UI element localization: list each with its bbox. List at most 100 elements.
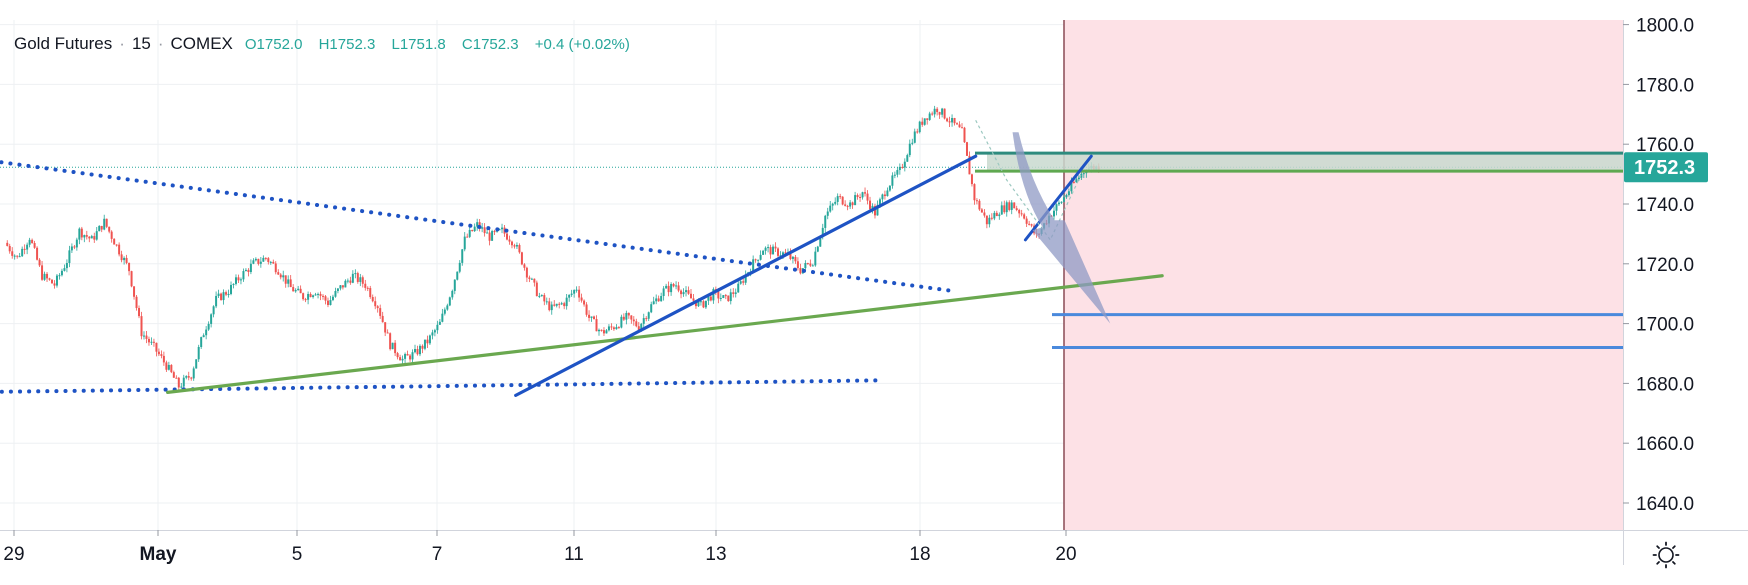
candle: [369, 285, 372, 299]
candle: [16, 255, 19, 259]
candle: [401, 355, 404, 364]
candle: [70, 243, 73, 254]
candle: [704, 300, 707, 309]
candle: [630, 315, 633, 324]
y-tick-label: 1800.0: [1636, 16, 1694, 37]
candle: [267, 257, 270, 265]
candle: [307, 291, 310, 305]
candles: [6, 105, 1100, 391]
candle: [381, 311, 384, 323]
blue-rising-trendline[interactable]: [514, 154, 978, 397]
candle: [1030, 223, 1033, 228]
candle: [834, 197, 837, 206]
candle: [115, 244, 118, 247]
trend-lines: [0, 154, 1164, 397]
candle: [175, 375, 178, 379]
candle: [376, 305, 379, 313]
candle: [769, 244, 772, 259]
green-rising-support[interactable]: [166, 274, 1164, 394]
candle: [515, 242, 518, 249]
candle: [774, 242, 777, 253]
low-value: L1751.8: [391, 35, 446, 53]
candle: [891, 172, 894, 189]
candle: [530, 277, 533, 280]
candle: [607, 324, 610, 332]
candle: [1057, 200, 1060, 207]
candle: [436, 320, 439, 334]
price-axis[interactable]: 1640.0 1660.0 1680.0 1700.0 1720.0 1740.0 1760…: [1623, 16, 1694, 515]
candle: [140, 311, 143, 340]
candle: [851, 201, 854, 209]
candle: [719, 293, 722, 302]
candle: [304, 297, 307, 303]
candle: [282, 270, 285, 282]
candle: [274, 261, 277, 275]
candle: [642, 313, 645, 329]
lower-dotted-support[interactable]: [0, 378, 879, 394]
forecast-zone: [1064, 20, 1623, 530]
settings-gear-icon[interactable]: [1652, 541, 1680, 569]
candle: [26, 242, 29, 255]
upper-dotted-resistance[interactable]: [0, 156, 953, 293]
candle: [1080, 172, 1083, 180]
candle: [702, 300, 705, 309]
candle: [963, 126, 966, 144]
grid-lines: [0, 20, 1623, 530]
candle: [888, 185, 891, 192]
candle: [563, 301, 566, 310]
candle: [172, 370, 175, 378]
candle: [284, 275, 287, 288]
symbol-name[interactable]: Gold Futures: [14, 34, 113, 53]
y-tick-label: 1780.0: [1636, 75, 1694, 96]
candle: [553, 300, 556, 307]
candle: [431, 329, 434, 340]
candle: [593, 315, 596, 320]
candle: [483, 223, 486, 237]
close-value: C1752.3: [461, 35, 519, 53]
candle: [784, 248, 787, 254]
candle: [68, 245, 71, 268]
candle: [361, 275, 364, 288]
candle: [951, 114, 954, 127]
candle: [864, 187, 867, 197]
candle: [418, 344, 421, 357]
candle: [590, 316, 593, 322]
candle: [167, 361, 170, 371]
candle: [759, 250, 762, 261]
x-tick-label: May: [140, 544, 177, 565]
candle: [545, 297, 548, 305]
candle: [680, 289, 683, 299]
candle: [65, 259, 68, 273]
candle: [936, 107, 939, 116]
candle: [777, 247, 780, 259]
candle: [234, 274, 237, 286]
candle: [451, 289, 454, 300]
time-axis[interactable]: 29 May 5 7 11 13 18 20: [3, 530, 1077, 565]
candle: [322, 294, 325, 300]
candle: [1023, 212, 1026, 220]
candle: [1065, 193, 1068, 199]
candle: [145, 330, 148, 344]
candle: [943, 108, 946, 120]
candle: [351, 270, 354, 284]
candle: [215, 291, 218, 309]
candle: [946, 117, 949, 123]
candle: [622, 313, 625, 321]
candle: [856, 193, 859, 200]
candle: [1013, 202, 1016, 209]
interval[interactable]: 15: [131, 34, 151, 53]
candle: [873, 203, 876, 219]
candle: [294, 288, 297, 293]
candle: [297, 285, 300, 291]
candle: [849, 200, 852, 210]
y-tick-label: 1700.0: [1636, 315, 1694, 336]
candle: [645, 316, 648, 322]
candle: [538, 292, 541, 299]
candle: [471, 229, 474, 232]
candle: [396, 351, 399, 360]
candle: [177, 376, 180, 391]
candle: [615, 324, 618, 330]
candle: [125, 254, 128, 265]
candle: [302, 292, 305, 301]
